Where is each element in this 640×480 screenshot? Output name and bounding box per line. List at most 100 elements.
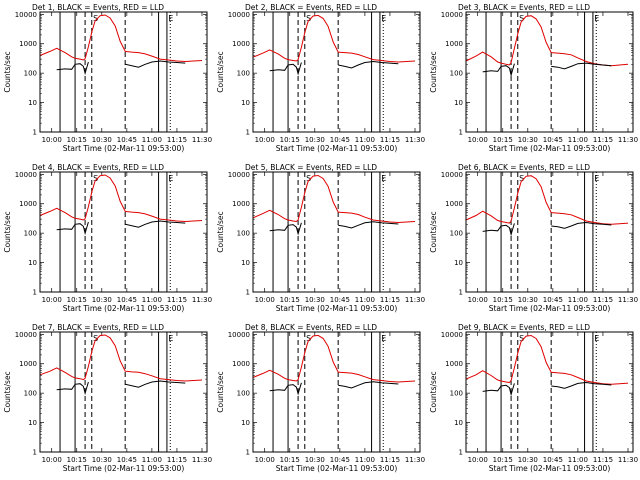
y-axis-label: Counts/sec <box>3 211 12 252</box>
panel-title: Det 9, BLACK = Events, RED = LLD <box>458 323 590 332</box>
events-rate-line <box>269 60 399 76</box>
x-tick-label: 10:15 <box>67 456 87 464</box>
x-tick-label: 10:15 <box>67 296 87 304</box>
y-tick-label: 1000 <box>445 200 463 208</box>
x-tick-label: 11:30 <box>192 296 212 304</box>
x-tick-label: 10:00 <box>42 296 62 304</box>
plot-frame <box>465 11 634 133</box>
x-tick-label: 10:00 <box>255 136 275 144</box>
y-tick-label: 1 <box>459 289 463 297</box>
events-rate-line <box>482 62 612 78</box>
y-tick-label: 10000 <box>441 331 463 339</box>
x-tick-label: 11:30 <box>618 296 638 304</box>
x-tick-label: 11:30 <box>618 136 638 144</box>
x-tick-label: 10:45 <box>543 296 563 304</box>
x-tick-label: 11:00 <box>355 456 375 464</box>
y-tick-label: 10 <box>241 99 250 107</box>
panel-title: Det 1, BLACK = Events, RED = LLD <box>32 3 164 12</box>
marker-label: S <box>306 14 311 23</box>
x-axis-label: Start Time (02-Mar-11 09:53:00) <box>489 304 611 313</box>
x-tick-label: 11:00 <box>142 136 162 144</box>
x-axis-label: Start Time (02-Mar-11 09:53:00) <box>63 144 185 153</box>
x-tick-label: 10:00 <box>468 136 488 144</box>
y-tick-label: 10 <box>28 259 37 267</box>
detector-panel-7: Det 7, BLACK = Events, RED = LLD 1 10 100 10… <box>3 323 212 473</box>
y-tick-label: 100 <box>450 70 463 78</box>
lld-rate-line <box>465 175 629 225</box>
y-tick-label: 10 <box>454 99 463 107</box>
x-tick-label: 11:00 <box>355 296 375 304</box>
x-tick-label: 10:00 <box>255 296 275 304</box>
y-tick-label: 100 <box>24 70 37 78</box>
x-tick-label: 10:15 <box>280 296 300 304</box>
x-tick-label: 10:15 <box>493 296 513 304</box>
events-rate-line <box>482 381 612 397</box>
x-tick-label: 11:30 <box>192 136 212 144</box>
y-tick-label: 100 <box>237 70 250 78</box>
panel-title: Det 5, BLACK = Events, RED = LLD <box>245 163 377 172</box>
x-tick-label: 10:30 <box>305 136 325 144</box>
x-tick-label: 11:15 <box>380 296 400 304</box>
plot-frame <box>465 171 634 293</box>
y-axis-label: Counts/sec <box>3 371 12 412</box>
marker-label: S <box>519 174 524 183</box>
lld-rate-line <box>252 334 416 383</box>
x-axis-label: Start Time (02-Mar-11 09:53:00) <box>276 304 398 313</box>
y-tick-label: 10000 <box>15 171 37 179</box>
lld-rate-line <box>252 14 416 63</box>
x-tick-label: 10:45 <box>330 136 350 144</box>
panel-title: Det 8, BLACK = Events, RED = LLD <box>245 323 377 332</box>
y-axis-label: Counts/sec <box>216 211 225 252</box>
y-tick-label: 10 <box>241 259 250 267</box>
x-tick-label: 10:00 <box>255 456 275 464</box>
x-tick-label: 11:15 <box>593 456 613 464</box>
x-tick-label: 11:00 <box>568 136 588 144</box>
y-tick-label: 10 <box>28 419 37 427</box>
detector-panel-4: Det 4, BLACK = Events, RED = LLD 1 10 100 10… <box>3 163 212 313</box>
y-tick-label: 10000 <box>228 171 250 179</box>
x-tick-label: 10:15 <box>280 456 300 464</box>
y-tick-label: 100 <box>24 230 37 238</box>
y-tick-label: 100 <box>237 390 250 398</box>
x-tick-label: 11:00 <box>355 136 375 144</box>
marker-label: S <box>93 14 98 23</box>
lld-rate-line <box>39 334 203 382</box>
x-tick-label: 10:30 <box>518 136 538 144</box>
x-tick-label: 10:30 <box>305 296 325 304</box>
x-tick-label: 10:15 <box>67 136 87 144</box>
lld-rate-line <box>39 14 203 63</box>
plot-frame <box>252 171 421 293</box>
panel-title: Det 3, BLACK = Events, RED = LLD <box>458 3 590 12</box>
x-tick-label: 11:15 <box>167 296 187 304</box>
events-rate-line <box>56 380 186 396</box>
y-tick-label: 1000 <box>445 40 463 48</box>
events-rate-line <box>482 221 612 237</box>
x-tick-label: 11:30 <box>192 456 212 464</box>
y-axis-label: Counts/sec <box>429 211 438 252</box>
y-tick-label: 1 <box>33 289 37 297</box>
x-axis-label: Start Time (02-Mar-11 09:53:00) <box>276 144 398 153</box>
x-tick-label: 10:00 <box>468 456 488 464</box>
marker-label: E <box>594 334 599 343</box>
marker-label: S <box>93 334 98 343</box>
y-axis-label: Counts/sec <box>429 371 438 412</box>
y-tick-label: 100 <box>450 390 463 398</box>
lld-rate-line <box>39 174 203 223</box>
y-tick-label: 10000 <box>228 331 250 339</box>
plot-frame <box>39 11 208 133</box>
x-tick-label: 10:30 <box>92 296 112 304</box>
x-tick-label: 11:00 <box>568 456 588 464</box>
x-tick-label: 11:00 <box>568 296 588 304</box>
events-rate-line <box>269 381 399 396</box>
y-tick-label: 1 <box>459 449 463 457</box>
panel-title: Det 4, BLACK = Events, RED = LLD <box>32 163 164 172</box>
lld-rate-line <box>465 15 629 67</box>
x-tick-label: 11:15 <box>593 136 613 144</box>
x-axis-label: Start Time (02-Mar-11 09:53:00) <box>489 464 611 473</box>
y-tick-label: 10 <box>241 419 250 427</box>
lld-rate-line <box>252 174 416 224</box>
x-tick-label: 11:15 <box>167 456 187 464</box>
marker-label: S <box>306 334 311 343</box>
x-axis-label: Start Time (02-Mar-11 09:53:00) <box>489 144 611 153</box>
y-tick-label: 1000 <box>19 40 37 48</box>
